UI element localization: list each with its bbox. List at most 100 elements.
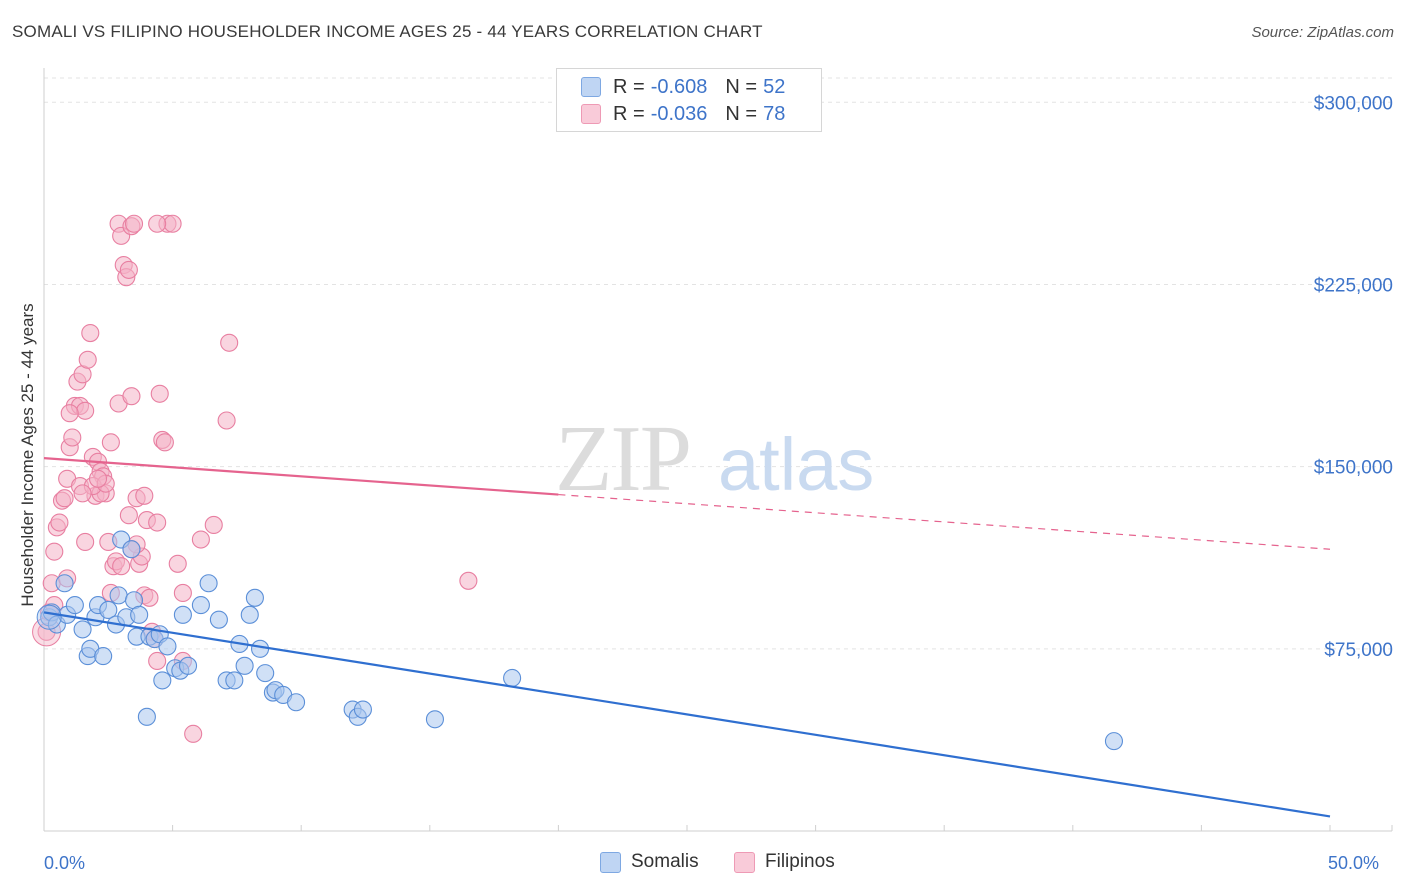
filipinos-point: [184, 724, 203, 743]
somalis-legend-label: Somalis: [631, 851, 699, 872]
somalis-points: [36, 530, 1124, 751]
filipinos-point: [101, 433, 120, 452]
x-tick-label-max: 50.0%: [1328, 853, 1380, 873]
somalis-point: [256, 664, 275, 683]
filipinos-trend-line-solid: [43, 457, 559, 496]
filipinos-point: [217, 411, 236, 430]
filipinos-point: [150, 384, 169, 403]
somalis-point: [240, 605, 259, 624]
source-label: Source: ZipAtlas.com: [1251, 24, 1394, 41]
y-tick-label: $75,000: [1324, 640, 1393, 661]
filipinos-swatch: [581, 104, 601, 124]
somalis-point: [65, 596, 84, 615]
filipinos-point: [148, 651, 167, 671]
filipinos-point: [148, 214, 167, 233]
legend-item-filipinos[interactable]: Filipinos: [734, 851, 835, 873]
somalis-point: [178, 656, 198, 675]
r-value: -0.608: [650, 75, 708, 98]
filipinos-point: [148, 513, 167, 532]
somalis-point: [353, 700, 372, 719]
r-value: -0.036: [650, 102, 708, 125]
filipinos-point: [50, 513, 69, 532]
somalis-point: [130, 605, 149, 624]
n-label: N =: [725, 75, 758, 98]
filipinos-point: [45, 542, 64, 561]
chart-title: SOMALI VS FILIPINO HOUSEHOLDER INCOME AG…: [12, 22, 763, 41]
filipinos-point: [55, 489, 74, 508]
somalis-point: [287, 693, 306, 712]
x-tick-label-min: 0.0%: [44, 853, 86, 873]
somalis-point: [94, 647, 113, 666]
y-axis-label: Householder Income Ages 25 - 44 years: [18, 303, 37, 607]
somalis-point: [122, 540, 141, 559]
series-legend: Somalis Filipinos: [0, 851, 1406, 877]
filipinos-point: [88, 469, 108, 488]
filipinos-point: [81, 323, 100, 343]
y-tick-label: $300,000: [1314, 93, 1393, 114]
somalis-point: [245, 588, 264, 607]
somalis-point: [425, 710, 444, 729]
somalis-point: [225, 671, 244, 690]
watermark-zip: ZIP: [555, 407, 690, 511]
filipinos-point: [191, 530, 210, 549]
y-tick-labels: $75,000 $150,000 $225,000 $300,000: [1314, 93, 1393, 661]
filipinos-point: [204, 515, 223, 534]
correlation-legend: R = -0.608 N = 52 R = -0.036 N = 78: [556, 68, 822, 132]
somalis-point: [73, 620, 92, 639]
somalis-point: [199, 574, 218, 593]
somalis-point: [109, 586, 128, 605]
filipinos-point: [60, 404, 79, 423]
filipinos-point: [76, 532, 95, 551]
filipinos-point: [155, 433, 174, 452]
somalis-point: [503, 668, 522, 688]
somalis-point: [1104, 732, 1124, 751]
watermark: ZIP atlas: [555, 407, 874, 511]
filipinos-point: [173, 583, 192, 603]
n-label: N =: [725, 102, 758, 125]
somalis-point-large: [36, 604, 62, 630]
somalis-point: [158, 637, 177, 656]
somalis-point: [137, 707, 156, 726]
filipinos-point: [76, 401, 95, 420]
somalis-point: [173, 605, 192, 624]
legend-row-filipinos: R = -0.036 N = 78: [581, 102, 785, 126]
somalis-trend-line: [43, 611, 1331, 818]
axes: [43, 68, 1393, 832]
filipinos-point: [168, 554, 187, 573]
filipinos-point: [78, 350, 97, 369]
filipinos-point: [459, 571, 478, 590]
somalis-point: [250, 639, 270, 658]
filipinos-point: [73, 484, 92, 503]
filipinos-legend-swatch: [734, 851, 755, 873]
filipinos-point: [140, 588, 159, 607]
y-tick-label: $150,000: [1314, 458, 1393, 479]
legend-item-somalis[interactable]: Somalis: [600, 851, 699, 873]
filipinos-point: [122, 387, 141, 406]
grid-lines: [44, 77, 1392, 650]
somalis-point: [153, 671, 172, 690]
somalis-swatch: [581, 77, 601, 97]
filipinos-point: [119, 506, 138, 525]
somalis-point: [235, 656, 254, 675]
y-tick-label: $225,000: [1314, 275, 1393, 296]
somalis-point: [55, 574, 74, 593]
legend-row-somalis: R = -0.608 N = 52: [581, 75, 785, 99]
filipinos-point: [220, 333, 239, 352]
filipinos-point: [124, 214, 144, 233]
somalis-point: [191, 596, 210, 615]
watermark-atlas: atlas: [718, 423, 874, 506]
r-label: R =: [613, 75, 645, 98]
filipinos-point: [135, 486, 154, 505]
n-value: 52: [763, 75, 786, 98]
r-label: R =: [613, 102, 645, 125]
filipinos-point: [63, 428, 82, 447]
somalis-point: [209, 610, 228, 629]
trend-lines: [43, 457, 1331, 818]
filipinos-point: [112, 557, 131, 576]
filipinos-point: [119, 260, 138, 279]
somalis-legend-swatch: [600, 851, 621, 873]
filipinos-legend-label: Filipinos: [765, 851, 835, 872]
n-value: 78: [763, 102, 786, 125]
filipinos-point: [163, 214, 182, 233]
